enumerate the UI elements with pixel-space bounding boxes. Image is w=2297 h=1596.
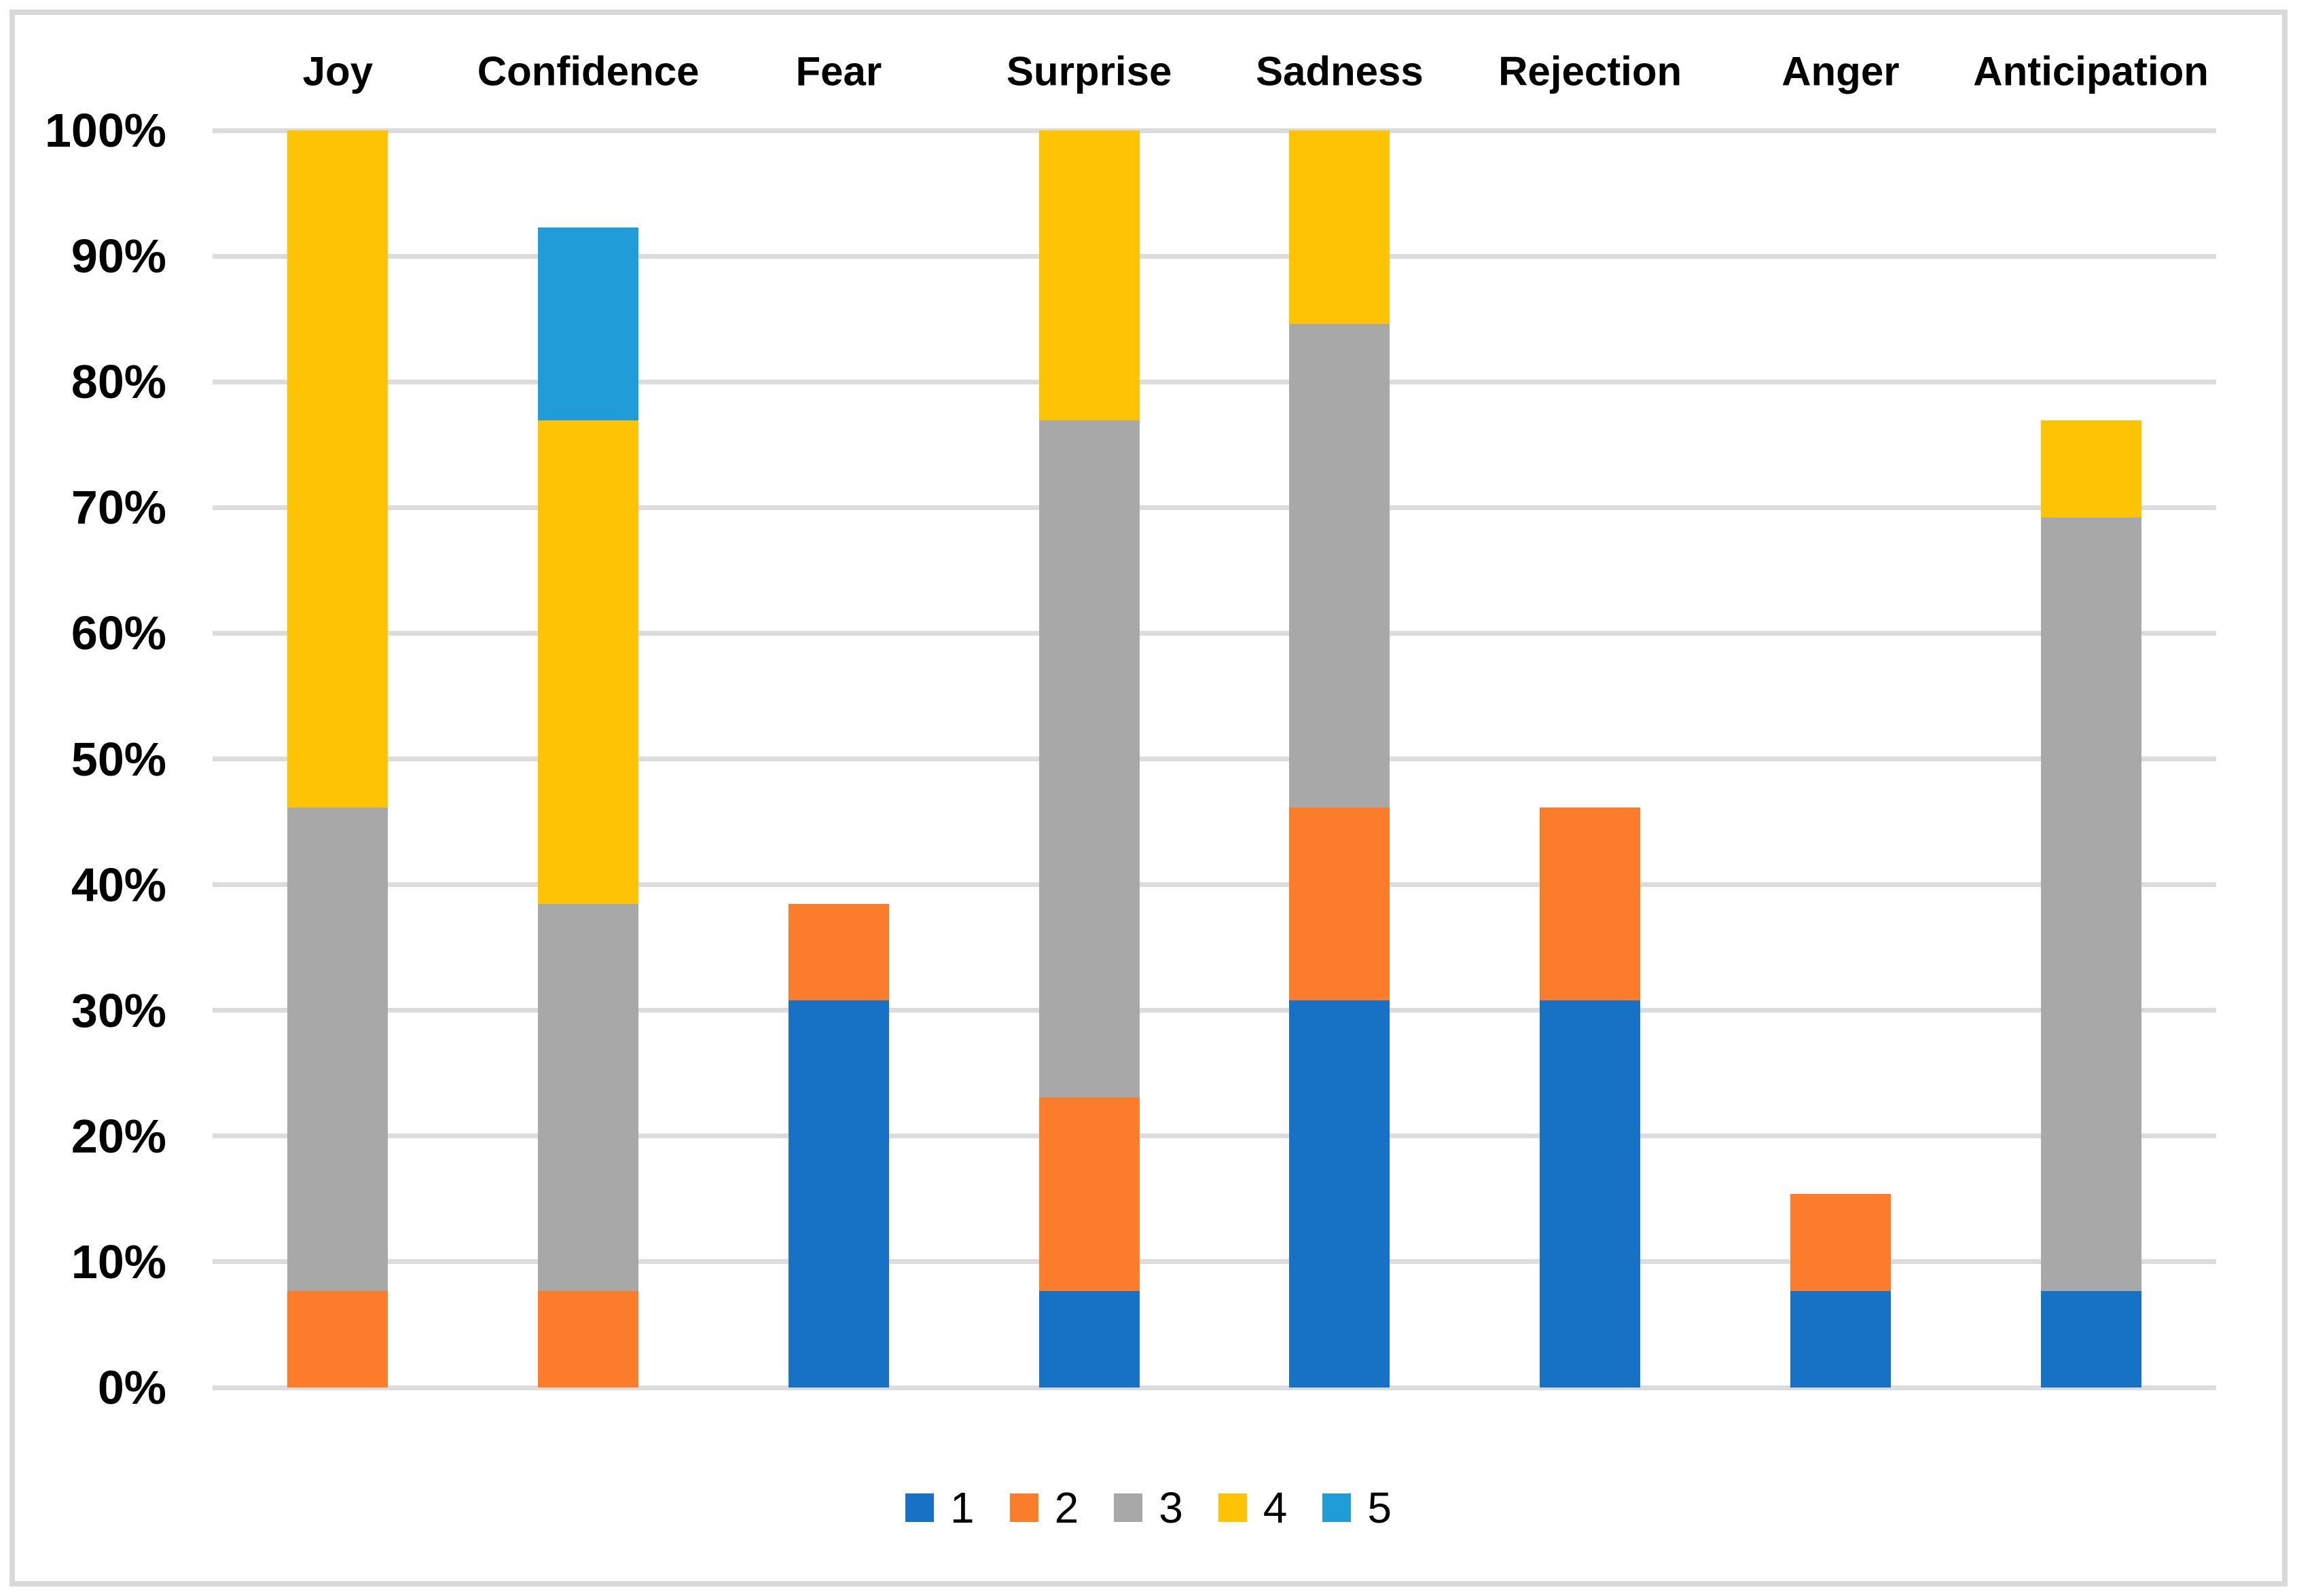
legend-label: 2: [1054, 1483, 1079, 1532]
bar-segment-series-4: [2040, 420, 2141, 518]
category-label: Anger: [1781, 48, 1900, 94]
bar-segment-series-4: [1038, 130, 1140, 421]
legend-swatch-icon: [1114, 1493, 1143, 1522]
legend-item: 4: [1218, 1483, 1288, 1532]
bar-segment-series-2: [287, 1290, 388, 1388]
bar-column: [2040, 420, 2141, 1388]
gridline: [213, 630, 2216, 636]
bar-segment-series-4: [538, 420, 639, 905]
bar-segment-series-5: [538, 227, 639, 421]
legend-label: 1: [950, 1483, 975, 1532]
y-axis-tick-label: 40%: [71, 858, 166, 911]
y-axis-tick-label: 30%: [71, 983, 166, 1037]
gridline: [213, 1133, 2216, 1139]
legend-item: 5: [1322, 1486, 1392, 1529]
bar-segment-series-1: [1038, 1290, 1140, 1388]
y-axis-tick-label: 60%: [71, 606, 166, 660]
legend-item: 2: [1009, 1483, 1079, 1532]
bar-segment-series-2: [538, 1290, 639, 1388]
category-label: Surprise: [1006, 48, 1172, 94]
gridline: [213, 757, 2216, 761]
bar-segment-series-2: [1289, 807, 1390, 1001]
y-axis-tick-label: 20%: [71, 1109, 166, 1163]
gridline: [213, 882, 2216, 888]
legend-item: 3: [1114, 1486, 1183, 1529]
gridline: [213, 505, 2216, 510]
category-label: Sadness: [1255, 48, 1424, 94]
bar-column: [788, 904, 889, 1388]
bar-segment-series-2: [788, 904, 889, 1001]
bar-segment-series-4: [1289, 130, 1390, 324]
gridline: [213, 1385, 2216, 1390]
category-label: Rejection: [1498, 48, 1682, 94]
bar-segment-series-1: [2040, 1290, 2141, 1388]
gridline: [213, 1008, 2216, 1013]
bar-segment-series-1: [1540, 1000, 1641, 1388]
category-label: Joy: [302, 48, 374, 94]
bar-segment-series-1: [1790, 1290, 1891, 1388]
legend-swatch-icon: [905, 1493, 935, 1522]
legend-label: 4: [1263, 1483, 1288, 1532]
legend-swatch-icon: [1322, 1493, 1352, 1522]
bar-column: [1790, 1194, 1891, 1388]
y-axis-tick-label: 50%: [71, 732, 166, 786]
gridline: [213, 379, 2216, 384]
y-axis-tick-label: 80%: [71, 355, 166, 409]
y-axis-tick-label: 100%: [44, 104, 166, 157]
bar-segment-series-3: [2040, 517, 2141, 1291]
bar-column: [1540, 807, 1641, 1388]
bar-column: [1038, 130, 1140, 1388]
bar-segment-series-2: [1540, 807, 1641, 1001]
bar-segment-series-2: [1038, 1098, 1140, 1291]
bar-column: [538, 227, 639, 1388]
bar-segment-series-3: [287, 807, 388, 1291]
gridline: [213, 1259, 2216, 1265]
y-axis-tick-label: 10%: [71, 1235, 166, 1288]
y-axis-tick-label: 90%: [71, 230, 166, 283]
bar-column: [1289, 130, 1390, 1388]
category-label: Anticipation: [1973, 48, 2209, 94]
bar-segment-series-4: [287, 130, 388, 808]
category-label: Confidence: [477, 48, 700, 94]
bar-segment-series-2: [1790, 1194, 1891, 1291]
bar-segment-series-1: [788, 1000, 889, 1388]
bar-segment-series-3: [538, 904, 639, 1291]
legend: 1 2 3 4 5: [0, 1486, 2297, 1529]
y-axis-tick-label: 0%: [97, 1361, 166, 1414]
bar-column: [287, 130, 388, 1388]
y-axis-tick-label: 70%: [71, 481, 166, 534]
gridline: [213, 253, 2216, 259]
gridline: [213, 128, 2216, 133]
legend-item: 1: [905, 1486, 975, 1529]
legend-label: 5: [1367, 1483, 1392, 1532]
bar-segment-series-3: [1038, 420, 1140, 1098]
category-label: Fear: [795, 48, 882, 94]
legend-swatch-icon: [1218, 1493, 1247, 1522]
bar-segment-series-1: [1289, 1000, 1390, 1388]
bar-segment-series-3: [1289, 323, 1390, 808]
legend-swatch-icon: [1009, 1493, 1038, 1522]
legend-label: 3: [1159, 1483, 1183, 1532]
